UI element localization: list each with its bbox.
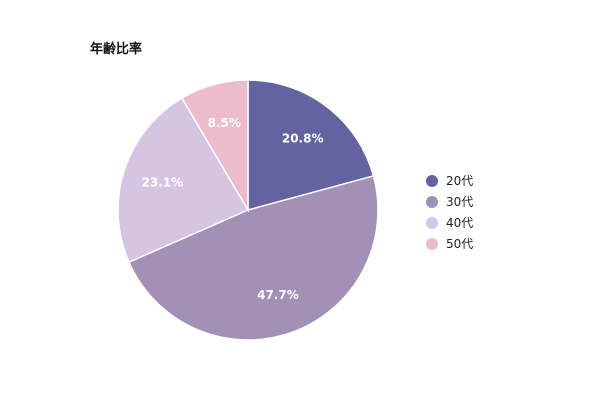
legend-item-30s: 30代 xyxy=(426,191,473,212)
chart-title: 年齢比率 xyxy=(90,42,143,57)
pie-slices xyxy=(117,79,379,341)
legend-swatch xyxy=(426,195,438,208)
slice-label-50s: 8.5% xyxy=(208,116,241,130)
legend-label: 50代 xyxy=(446,237,474,251)
legend-label: 30代 xyxy=(446,195,474,209)
legend-swatch xyxy=(426,237,438,250)
legend-swatch xyxy=(426,174,438,187)
legend-item-40s: 40代 xyxy=(426,212,473,233)
legend-item-20s: 20代 xyxy=(426,170,473,191)
legend-swatch xyxy=(426,216,438,229)
slice-label-20s: 20.8% xyxy=(282,132,324,146)
pie-slice-40s xyxy=(117,97,250,264)
legend-label: 20代 xyxy=(446,174,474,188)
legend-label: 40代 xyxy=(446,216,474,230)
legend: 20代 30代 40代 50代 xyxy=(426,170,473,254)
slice-label-30s: 47.7% xyxy=(257,288,299,302)
pie-slice-50s xyxy=(180,79,249,213)
pie-slice-20s xyxy=(247,79,375,211)
slice-label-40s: 23.1% xyxy=(142,175,184,189)
legend-item-50s: 50代 xyxy=(426,233,473,254)
pie-slice-labels: 20.8% 47.7% 23.1% 8.5% xyxy=(142,116,324,302)
pie-slice-30s xyxy=(127,175,379,341)
